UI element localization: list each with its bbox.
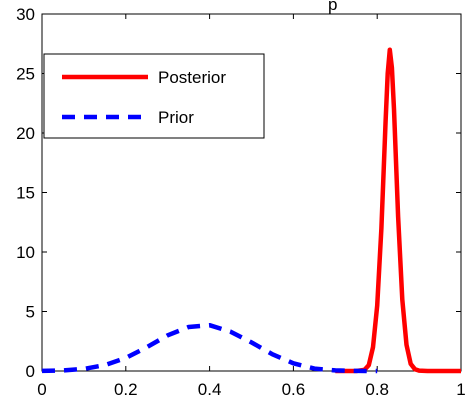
x-tick-label: 0.8 xyxy=(365,380,389,399)
x-tick-label: 0 xyxy=(37,380,46,399)
x-tick-label: 1 xyxy=(456,380,465,399)
legend-label-prior: Prior xyxy=(158,108,194,127)
series-line-prior xyxy=(41,322,378,374)
y-tick-label: 25 xyxy=(16,65,35,84)
chart-title: p xyxy=(328,0,337,14)
legend-box xyxy=(43,53,265,139)
series-lines xyxy=(41,47,461,374)
x-tick-label: 0.2 xyxy=(114,380,138,399)
series-line-posterior xyxy=(335,47,461,374)
y-tick-label: 10 xyxy=(16,243,35,262)
y-tick-label: 30 xyxy=(16,5,35,24)
y-tick-label: 20 xyxy=(16,124,35,143)
y-tick-label: 5 xyxy=(26,303,35,322)
legend: Posterior Prior xyxy=(43,53,265,139)
y-tick-label: 15 xyxy=(16,184,35,203)
x-tick-label: 0.4 xyxy=(198,380,222,399)
legend-label-posterior: Posterior xyxy=(158,68,226,87)
y-tick-label: 0 xyxy=(26,362,35,381)
x-tick-label: 0.6 xyxy=(282,380,306,399)
